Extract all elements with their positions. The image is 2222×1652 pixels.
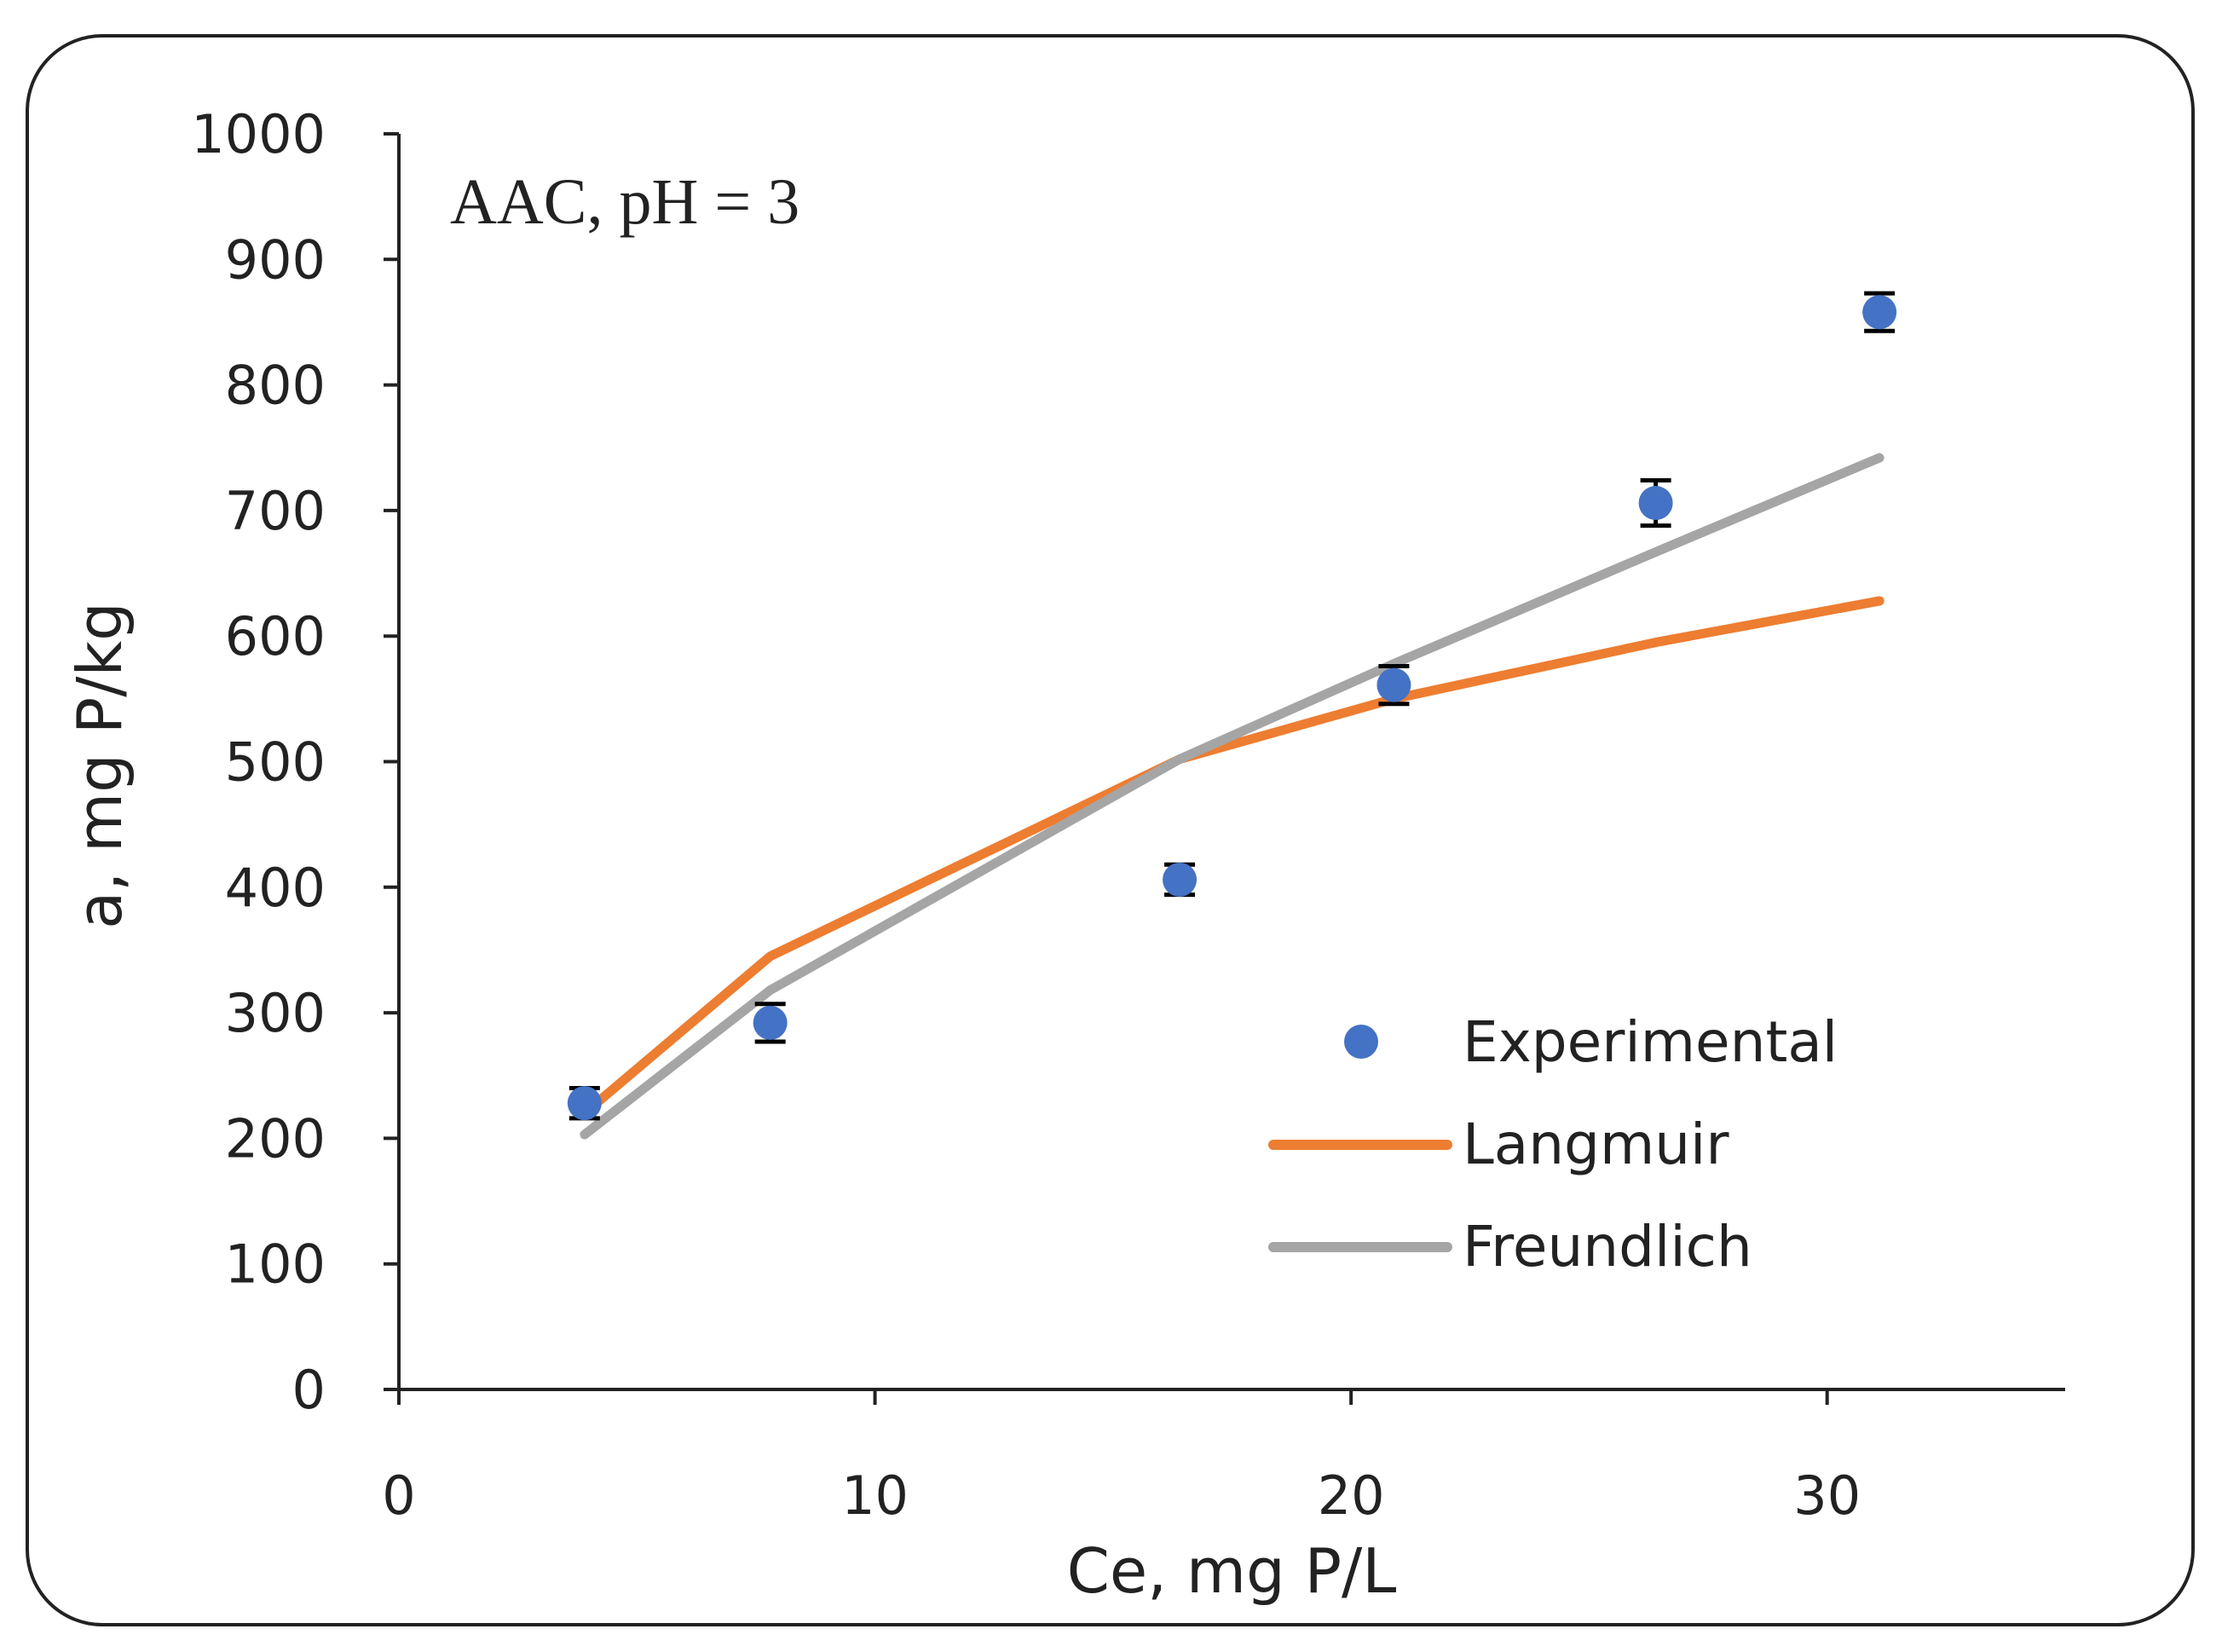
data-point-experimental-0 xyxy=(567,1086,602,1121)
y-tick-label-400: 400 xyxy=(225,857,326,919)
y-tick-label-600: 600 xyxy=(225,605,326,667)
y-tick-label-900: 900 xyxy=(225,228,326,291)
chart-frame xyxy=(26,34,2195,1626)
legend-marker-experimental xyxy=(1344,1025,1378,1059)
y-tick-label-100: 100 xyxy=(225,1233,326,1296)
y-tick-label-1000: 1000 xyxy=(191,103,326,165)
x-tick-label-10: 10 xyxy=(841,1464,909,1527)
data-point-experimental-5 xyxy=(1862,295,1897,330)
y-tick-label-700: 700 xyxy=(225,480,326,542)
legend-label-freundlich: Freundlich xyxy=(1463,1214,1752,1279)
y-axis-title: a, mg P/kg xyxy=(64,602,136,929)
data-point-experimental-2 xyxy=(1163,862,1198,897)
data-point-experimental-3 xyxy=(1376,667,1411,702)
y-tick-label-0: 0 xyxy=(292,1359,326,1421)
series xyxy=(567,291,1897,1140)
legend-entry-langmuir: Langmuir xyxy=(1268,1112,1729,1177)
legend-label-experimental: Experimental xyxy=(1463,1009,1838,1075)
chart-annotation: AAC, pH = 3 xyxy=(450,166,799,238)
x-tick-label-0: 0 xyxy=(382,1464,415,1527)
series-line-langmuir xyxy=(580,596,1884,1118)
data-point-experimental-1 xyxy=(753,1005,788,1040)
x-tick-label-20: 20 xyxy=(1318,1464,1385,1527)
y-tick-label-200: 200 xyxy=(225,1107,326,1170)
legend-entry-freundlich: Freundlich xyxy=(1268,1214,1752,1279)
series-line-freundlich xyxy=(580,453,1884,1140)
y-tick-label-800: 800 xyxy=(225,355,326,417)
x-tick-label-30: 30 xyxy=(1793,1464,1861,1527)
legend-entry-experimental: Experimental xyxy=(1344,1009,1838,1075)
y-tick-label-300: 300 xyxy=(225,982,326,1044)
legend: Experimental Langmuir Freundlich xyxy=(1268,1009,1838,1279)
axes: 0 100 200 300 400 500 600 700 800 900 1000 0 10 20 30 xyxy=(191,103,2065,1527)
data-point-experimental-4 xyxy=(1638,486,1673,521)
x-axis-title: Ce, mg P/L xyxy=(1067,1535,1397,1607)
legend-label-langmuir: Langmuir xyxy=(1463,1112,1729,1177)
y-tick-label-500: 500 xyxy=(225,731,326,794)
